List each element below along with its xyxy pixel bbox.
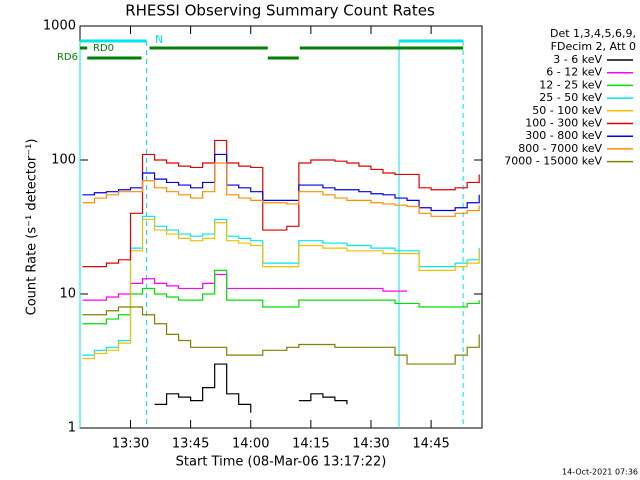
flag-label: N <box>155 33 163 46</box>
legend-label: 300 - 800 keV <box>525 129 602 142</box>
chart-title: RHESSI Observing Summary Count Rates <box>125 2 435 20</box>
x-tick-label: 13:45 <box>172 437 209 452</box>
series-line <box>154 363 348 413</box>
x-tick-label: 14:45 <box>412 437 449 452</box>
x-tick-label: 14:15 <box>292 437 329 452</box>
legend-label: 7000 - 15000 keV <box>504 155 602 168</box>
legend-header: Det 1,3,4,5,6,9, <box>550 27 636 40</box>
y-tick-label: 1000 <box>43 19 76 34</box>
series-line <box>82 162 480 217</box>
series-line <box>82 153 480 212</box>
series-line <box>82 269 480 325</box>
flag-label: RD0 <box>93 43 114 54</box>
legend-label: 25 - 50 keV <box>539 91 602 104</box>
legend-header: FDecim 2, Att 0 <box>551 40 636 53</box>
x-axis-label: Start Time (08-Mar-06 13:17:22) <box>176 455 387 470</box>
legend-label: 3 - 6 keV <box>553 53 602 66</box>
footer: 14-Oct-2021 07:36 <box>562 468 638 477</box>
x-tick-label: 14:00 <box>232 437 269 452</box>
legend-label: 6 - 12 keV <box>546 66 602 79</box>
series-line <box>82 306 480 365</box>
x-tick-label: 14:30 <box>352 437 389 452</box>
x-tick-label: 13:30 <box>112 437 149 452</box>
y-tick-label: 1 <box>68 421 76 436</box>
legend-label: 50 - 100 keV <box>532 104 602 117</box>
flag-label: RD6 <box>57 52 78 63</box>
series-line <box>82 218 480 360</box>
y-tick-label: 10 <box>59 287 76 302</box>
legend-label: 12 - 25 keV <box>539 78 602 91</box>
legend-label: 800 - 7000 keV <box>518 142 602 155</box>
y-axis-label: Count Rate (s⁻¹ detector⁻¹) <box>25 139 40 316</box>
y-tick-label: 100 <box>51 153 76 168</box>
legend-label: 100 - 300 keV <box>525 117 602 130</box>
series-line <box>82 139 480 268</box>
